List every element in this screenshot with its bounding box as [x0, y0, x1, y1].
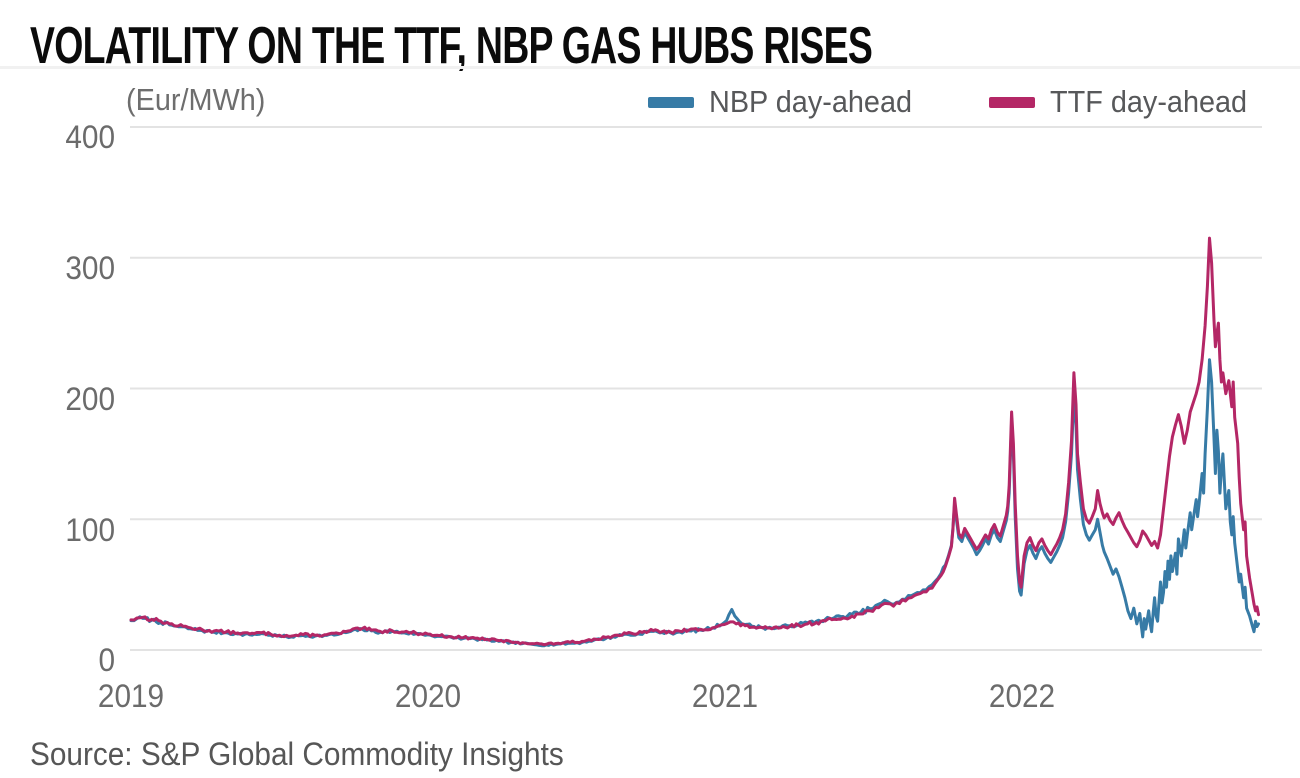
- legend-item-nbp: NBP day-ahead: [647, 84, 927, 120]
- legend-item-ttf: TTF day-ahead: [989, 84, 1262, 120]
- y-tick-300: 300: [65, 250, 115, 286]
- nbp-line: [129, 358, 1260, 648]
- y-tick-400: 400: [65, 119, 115, 155]
- legend: NBP day-ahead TTF day-ahead: [647, 84, 1262, 120]
- x-tick-2019: 2019: [97, 678, 165, 714]
- ttf-legend-swatch: [989, 96, 1036, 108]
- x-tick-2020: 2020: [394, 678, 462, 714]
- y-axis-unit-label: (Eur/MWh): [126, 82, 266, 117]
- nbp-legend-swatch: [647, 96, 694, 108]
- x-tick-2022: 2022: [988, 678, 1056, 714]
- title-divider: [0, 66, 1300, 69]
- y-tick-100: 100: [65, 512, 115, 548]
- x-tick-2021: 2021: [691, 678, 759, 714]
- ttf-legend-label: TTF day-ahead: [1050, 84, 1248, 119]
- nbp-legend-label: NBP day-ahead: [708, 84, 912, 119]
- y-tick-0: 0: [98, 642, 115, 678]
- y-tick-200: 200: [65, 381, 115, 417]
- source-note: Source: S&P Global Commodity Insights: [30, 736, 564, 772]
- chart-title: VOLATILITY ON THE TTF, NBP GAS HUBS RISE…: [30, 17, 873, 75]
- ttf-line: [129, 236, 1260, 647]
